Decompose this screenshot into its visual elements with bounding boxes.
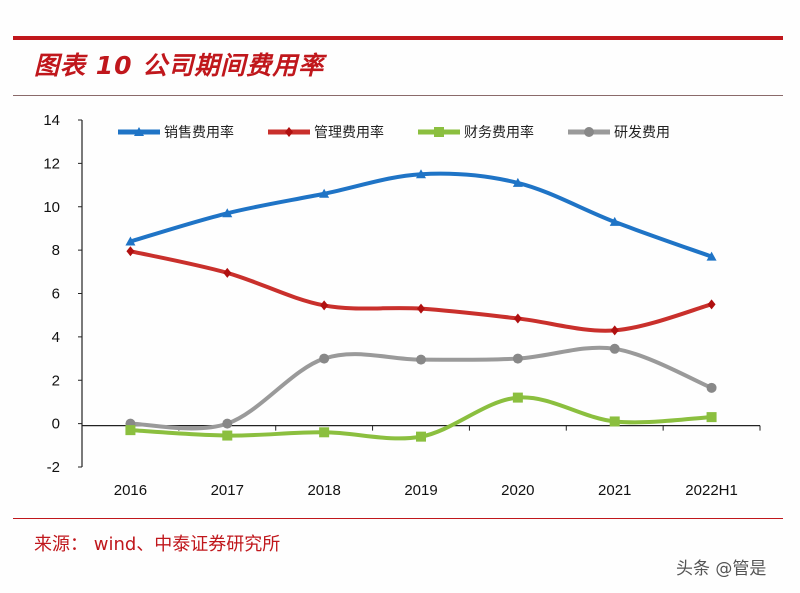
data-point: [610, 325, 619, 336]
data-point: [125, 425, 136, 436]
data-point: [126, 246, 135, 257]
y-tick-label: 10: [43, 199, 60, 216]
data-point: [125, 236, 136, 246]
series-line-0: [128, 171, 714, 259]
legend-label: 财务费用率: [464, 124, 534, 141]
data-point: [320, 300, 329, 311]
x-tick-label: 2022H1: [685, 482, 738, 499]
legend-label: 管理费用率: [314, 124, 384, 141]
x-tick-label: 2016: [114, 482, 147, 499]
y-tick-label: 2: [52, 372, 60, 389]
series-line-1: [128, 249, 714, 333]
figure-title: 图表 10 公司期间费用率: [34, 51, 325, 80]
legend-label: 销售费用率: [164, 124, 234, 141]
source-note: 来源： wind、中泰证券研究所: [34, 534, 281, 555]
data-point: [222, 208, 233, 218]
data-point: [416, 169, 426, 179]
x-tick-label: 2020: [501, 482, 534, 499]
x-tick-label: 2021: [598, 482, 631, 499]
data-point: [512, 177, 523, 187]
data-point: [222, 430, 233, 441]
y-tick-label: 6: [52, 286, 60, 303]
bottom-rule: [13, 518, 783, 519]
title-rule: [13, 95, 783, 96]
data-point: [319, 427, 330, 438]
legend-marker: [434, 127, 444, 137]
legend-marker: [285, 127, 293, 137]
data-point: [417, 303, 425, 314]
data-point: [706, 382, 717, 393]
data-point: [609, 343, 620, 354]
legend-marker: [134, 127, 144, 136]
watermark: 头条 @管是: [676, 559, 767, 579]
data-point: [706, 412, 717, 423]
x-tick-label: 2017: [211, 482, 244, 499]
data-point: [222, 418, 233, 429]
data-point: [416, 431, 426, 442]
x-tick-label: 2018: [307, 482, 340, 499]
top-rule: [13, 36, 783, 40]
data-point: [223, 267, 232, 278]
data-point: [319, 353, 330, 364]
data-point: [513, 313, 522, 324]
data-point: [319, 188, 330, 198]
data-point: [609, 216, 620, 226]
legend-marker: [584, 127, 594, 137]
data-point: [609, 416, 620, 427]
legend-label: 研发费用: [614, 125, 670, 141]
data-point: [512, 392, 523, 403]
data-point: [706, 251, 717, 261]
data-point: [707, 299, 716, 310]
y-tick-label: -2: [47, 459, 60, 476]
y-tick-label: 8: [52, 242, 60, 259]
y-tick-label: 4: [52, 329, 60, 346]
data-point: [416, 354, 426, 365]
y-tick-label: 12: [43, 155, 60, 172]
data-point: [512, 353, 523, 364]
y-tick-label: 0: [52, 416, 60, 433]
y-tick-label: 14: [43, 112, 60, 129]
x-tick-label: 2019: [404, 482, 437, 499]
